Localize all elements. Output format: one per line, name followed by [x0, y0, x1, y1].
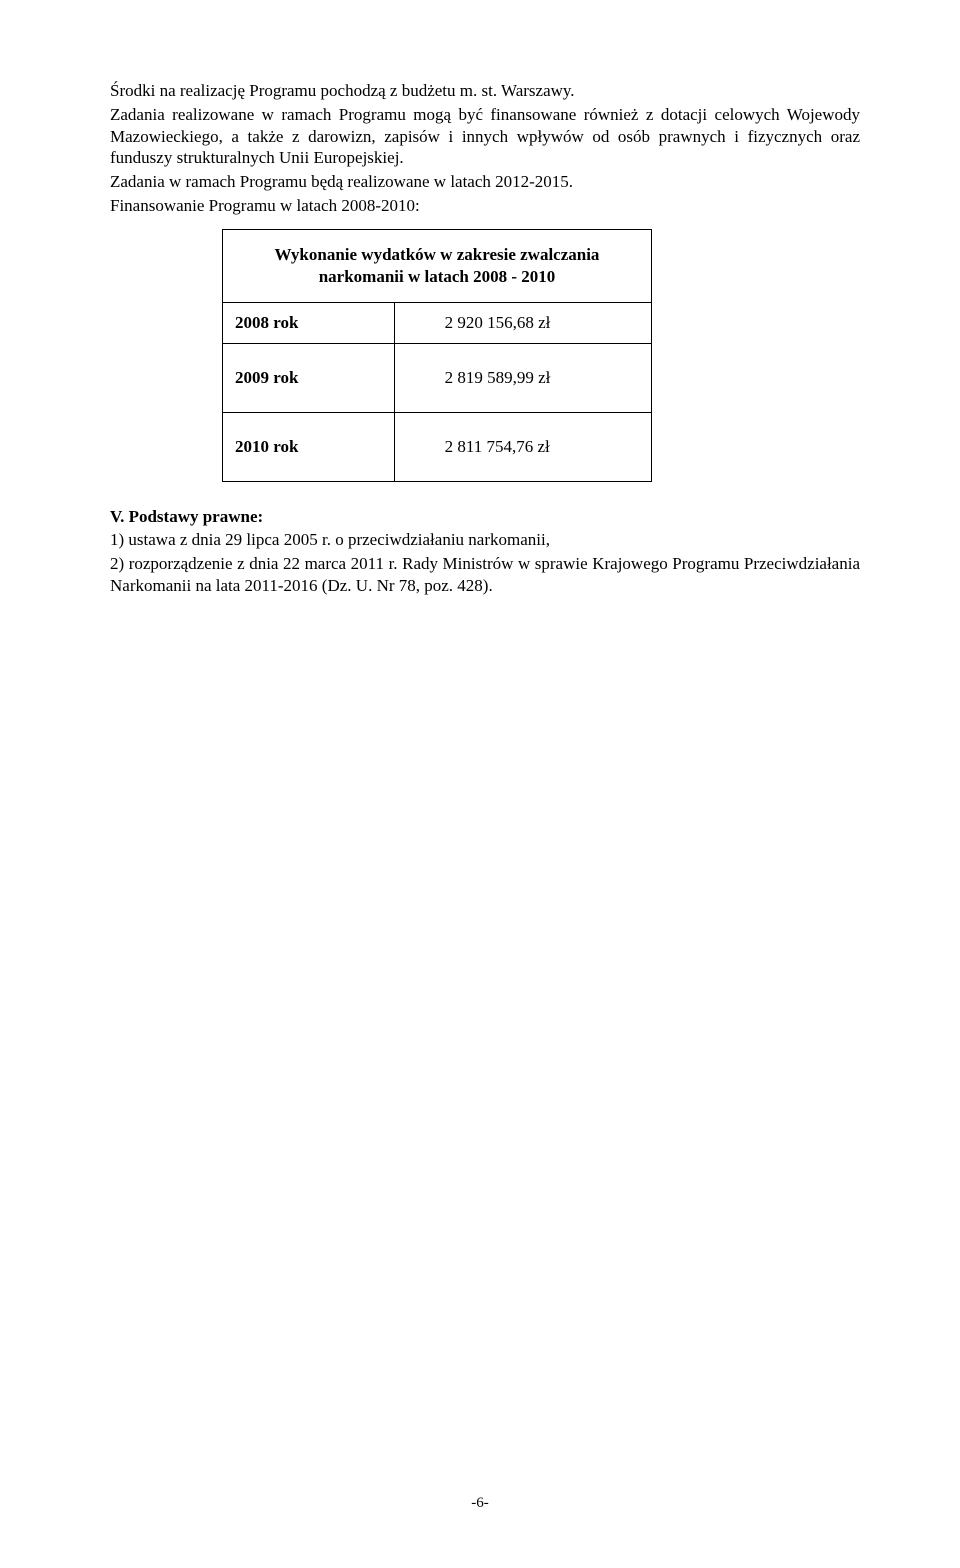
page: Środki na realizację Programu pochodzą z… [0, 0, 960, 1568]
expenditure-table-wrap: Wykonanie wydatków w zakresie zwalczania… [222, 229, 652, 482]
table-header-row: Wykonanie wydatków w zakresie zwalczania… [223, 229, 652, 302]
expenditure-table: Wykonanie wydatków w zakresie zwalczania… [222, 229, 652, 482]
value-cell-2009: 2 819 589,99 zł [394, 343, 651, 412]
legal-item-2: 2) rozporządzenie z dnia 22 marca 2011 r… [110, 553, 860, 597]
section-v-title: V. Podstawy prawne: [110, 507, 263, 526]
table-header: Wykonanie wydatków w zakresie zwalczania… [223, 229, 652, 302]
table-row: 2009 rok 2 819 589,99 zł [223, 343, 652, 412]
section-v: V. Podstawy prawne: [110, 506, 860, 528]
value-cell-2008: 2 920 156,68 zł [394, 302, 651, 343]
paragraph-2: Zadania realizowane w ramach Programu mo… [110, 104, 860, 169]
paragraph-3: Zadania w ramach Programu będą realizowa… [110, 171, 860, 193]
legal-item-1: 1) ustawa z dnia 29 lipca 2005 r. o prze… [110, 529, 860, 551]
year-cell-2010: 2010 rok [223, 412, 395, 481]
paragraph-4: Finansowanie Programu w latach 2008-2010… [110, 195, 860, 217]
paragraph-1: Środki na realizację Programu pochodzą z… [110, 80, 860, 102]
year-cell-2009: 2009 rok [223, 343, 395, 412]
table-row: 2010 rok 2 811 754,76 zł [223, 412, 652, 481]
table-row: 2008 rok 2 920 156,68 zł [223, 302, 652, 343]
year-cell-2008: 2008 rok [223, 302, 395, 343]
value-cell-2010: 2 811 754,76 zł [394, 412, 651, 481]
page-number: -6- [0, 1495, 960, 1512]
